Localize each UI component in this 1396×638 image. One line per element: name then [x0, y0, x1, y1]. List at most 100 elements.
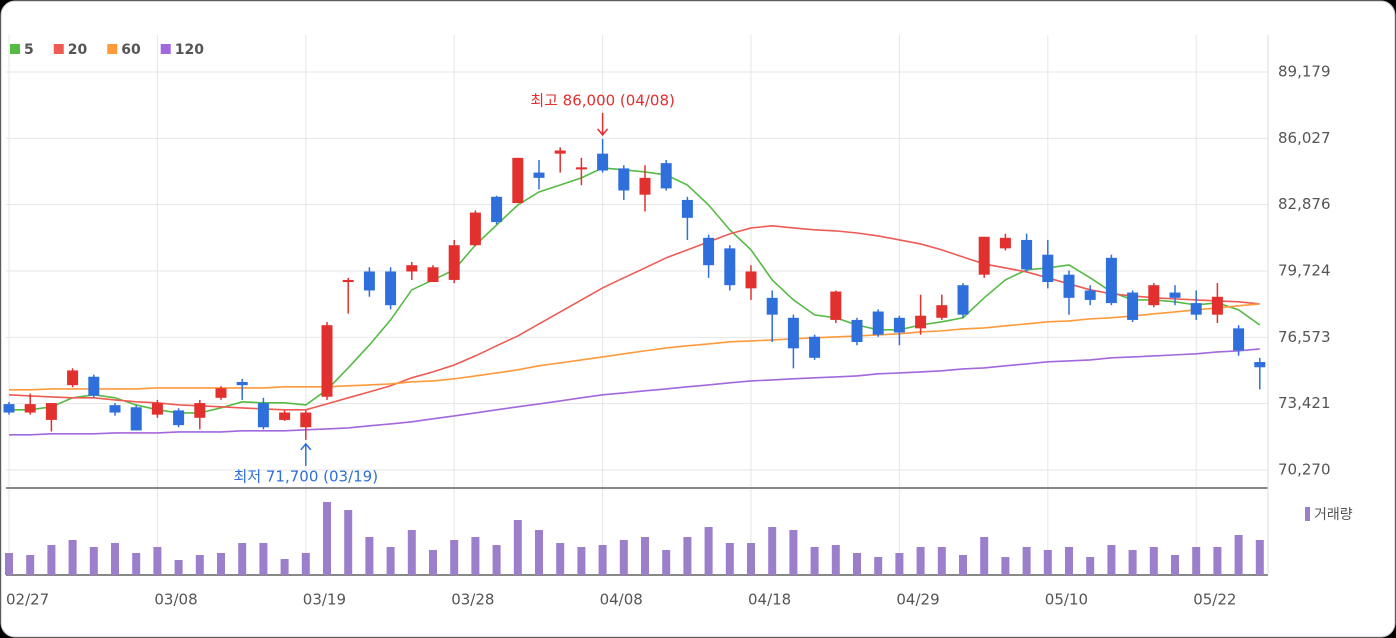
- legend-swatch: [53, 44, 64, 54]
- volume-bar: [577, 547, 586, 575]
- candle-body: [915, 315, 927, 329]
- candle-body: [109, 405, 121, 413]
- volume-bar: [132, 553, 141, 575]
- candle: [978, 236, 990, 278]
- candle-body: [597, 153, 609, 171]
- candle: [24, 393, 36, 415]
- candle-body: [173, 410, 185, 426]
- volume-bar: [259, 543, 268, 575]
- legend-swatch: [160, 44, 171, 54]
- volume-bar: [747, 543, 755, 575]
- high-annotation: 최고 86,000 (04/08): [530, 91, 675, 109]
- candle-body: [215, 388, 227, 398]
- candle: [109, 403, 121, 416]
- candle: [88, 374, 100, 398]
- candle: [1105, 254, 1117, 306]
- candle-body: [45, 403, 57, 420]
- candle-body: [1084, 290, 1096, 300]
- arrow: [597, 112, 609, 137]
- candle: [957, 283, 969, 318]
- candle-body: [3, 404, 15, 413]
- volume-bar: [916, 547, 925, 575]
- legend-label: 60: [121, 42, 141, 58]
- candle: [279, 410, 291, 421]
- volume-bar: [47, 545, 56, 575]
- candle: [406, 262, 418, 280]
- volume-bar: [535, 530, 543, 575]
- candle: [830, 290, 842, 324]
- x-tick-label: 04/18: [748, 591, 791, 609]
- volume-bar: [1234, 535, 1243, 575]
- candle-body: [1254, 362, 1266, 368]
- candle: [236, 378, 248, 400]
- volume-bar: [895, 553, 904, 575]
- candle-body: [385, 271, 397, 306]
- x-tick-label: 02/27: [6, 591, 49, 609]
- volume-bar: [725, 543, 734, 575]
- volume-bar: [1001, 557, 1010, 575]
- volume-bar: [937, 547, 946, 575]
- volume-bar: [683, 537, 692, 575]
- volume-bar: [1065, 547, 1073, 575]
- candle-body: [1105, 257, 1117, 304]
- candle: [173, 408, 185, 428]
- candle-body: [1211, 296, 1223, 315]
- candle: [321, 322, 333, 400]
- candle-body: [978, 236, 990, 275]
- candle: [491, 195, 503, 225]
- volume-bar: [1149, 547, 1158, 575]
- volume-bar: [68, 540, 77, 575]
- candle-body: [257, 403, 269, 428]
- candle-body: [363, 271, 375, 291]
- candle: [257, 397, 269, 430]
- candle: [215, 386, 227, 400]
- y-tick-label: 89,179: [1278, 63, 1331, 81]
- volume-bar: [26, 555, 35, 575]
- volume-bar: [111, 543, 119, 575]
- volume-bar: [429, 550, 437, 575]
- candle: [639, 165, 651, 212]
- candle-body: [1169, 292, 1181, 298]
- candle: [1233, 325, 1245, 356]
- candle-body: [1190, 303, 1202, 315]
- candle: [512, 157, 524, 204]
- candle-body: [936, 305, 948, 318]
- volume-bar: [1022, 547, 1031, 575]
- legend: 5 20 60 120: [10, 42, 204, 58]
- volume-bar: [1213, 547, 1222, 575]
- candle: [745, 265, 757, 300]
- candle: [45, 403, 57, 432]
- volume-bar: [238, 543, 247, 575]
- candle: [999, 233, 1011, 251]
- volume-bar: [492, 545, 501, 575]
- candle: [300, 410, 312, 440]
- candle-body: [300, 412, 312, 428]
- candle-body: [703, 237, 715, 266]
- candle: [1254, 357, 1266, 390]
- candle-body: [660, 163, 672, 189]
- candle: [1127, 290, 1139, 323]
- volume-bar: [344, 510, 353, 575]
- candle-body: [1042, 254, 1054, 283]
- volume-bar: [89, 547, 98, 575]
- arrow: [300, 442, 312, 466]
- candle-body: [67, 370, 79, 386]
- candle: [385, 267, 397, 310]
- candle: [427, 265, 439, 283]
- candle: [872, 309, 884, 337]
- x-tick-label: 05/22: [1193, 591, 1236, 609]
- volume-bar: [598, 545, 607, 575]
- candle: [342, 277, 354, 314]
- y-tick-label: 86,027: [1278, 129, 1331, 147]
- candle-body: [575, 167, 587, 170]
- candle: [893, 315, 905, 346]
- volume-bar: [1192, 547, 1201, 575]
- volume-legend: 거래량: [1314, 507, 1353, 523]
- candle-body: [24, 404, 36, 413]
- candle-body: [639, 177, 651, 195]
- candle-body: [88, 376, 100, 396]
- x-tick-label: 05/10: [1045, 591, 1088, 609]
